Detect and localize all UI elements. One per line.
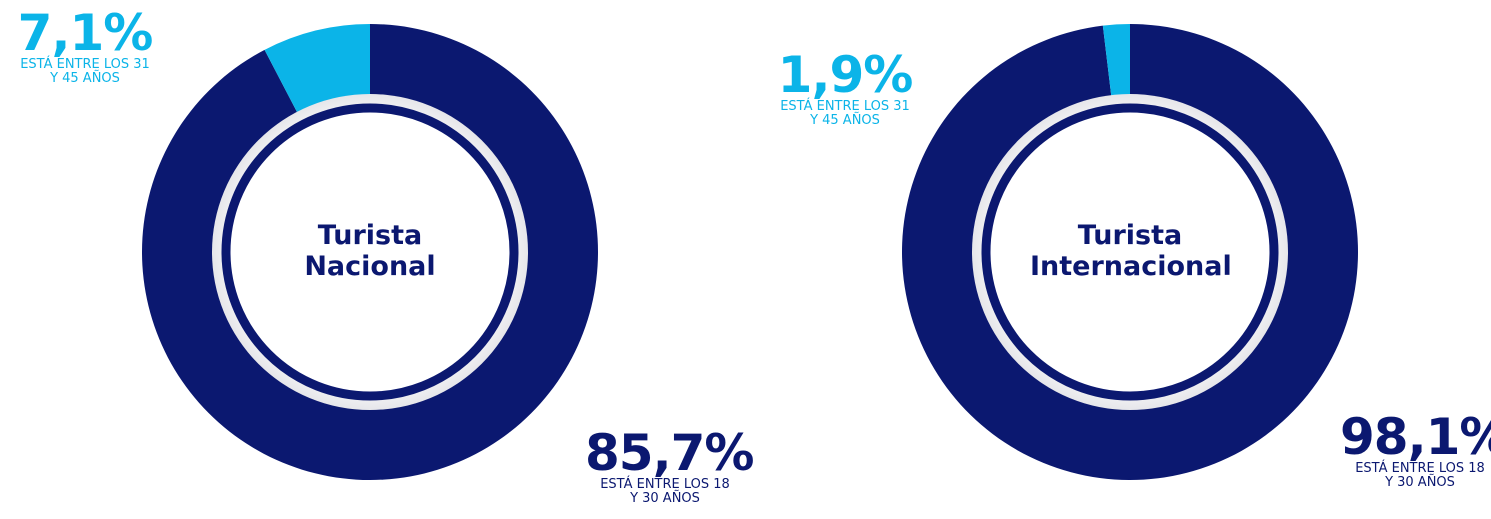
center-title: Turista Internacional bbox=[1030, 220, 1232, 283]
center-title: Turista Nacional bbox=[304, 220, 436, 283]
category-label: ESTÁ ENTRE LOS 31 Y 45 AÑOS bbox=[780, 99, 910, 129]
value-label: 85,7% bbox=[585, 424, 754, 482]
value-label: 1,9% bbox=[777, 46, 914, 104]
value-label: 98,1% bbox=[1340, 408, 1491, 466]
inner-ring bbox=[221, 103, 519, 401]
category-label: ESTÁ ENTRE LOS 31 Y 45 AÑOS bbox=[20, 57, 150, 87]
value-label: 7,1% bbox=[17, 4, 154, 62]
category-label: ESTÁ ENTRE LOS 18 Y 30 AÑOS bbox=[1355, 461, 1485, 491]
inner-ring bbox=[981, 103, 1279, 401]
category-label: ESTÁ ENTRE LOS 18 Y 30 AÑOS bbox=[600, 477, 730, 507]
